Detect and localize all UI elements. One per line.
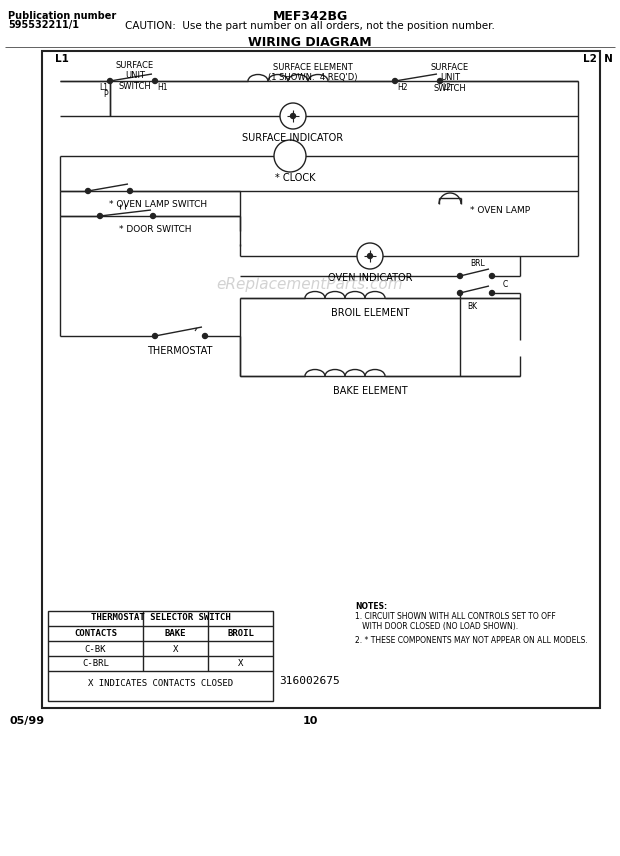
Circle shape <box>107 79 112 84</box>
Circle shape <box>203 334 208 338</box>
Text: BAKE: BAKE <box>165 628 186 638</box>
Text: BAKE ELEMENT: BAKE ELEMENT <box>333 386 407 396</box>
Text: L1: L1 <box>55 54 69 64</box>
Circle shape <box>490 290 495 295</box>
Circle shape <box>128 188 133 193</box>
Circle shape <box>97 213 102 218</box>
Text: BK: BK <box>467 301 477 311</box>
Text: 05/99: 05/99 <box>10 716 45 726</box>
Text: * CLOCK: * CLOCK <box>275 173 315 183</box>
Text: X INDICATES CONTACTS CLOSED: X INDICATES CONTACTS CLOSED <box>88 680 233 688</box>
Text: C-BRL: C-BRL <box>82 659 109 669</box>
Text: MEF342BG: MEF342BG <box>272 10 348 23</box>
Text: C-BK: C-BK <box>85 645 106 653</box>
Text: BRL: BRL <box>471 259 485 268</box>
Text: CAUTION:  Use the part number on all orders, not the position number.: CAUTION: Use the part number on all orde… <box>125 21 495 31</box>
Text: C: C <box>502 280 508 288</box>
Circle shape <box>368 253 373 259</box>
Text: 1. CIRCUIT SHOWN WITH ALL CONTROLS SET TO OFF: 1. CIRCUIT SHOWN WITH ALL CONTROLS SET T… <box>355 612 556 621</box>
Bar <box>42 51 600 708</box>
Text: 595532211/1: 595532211/1 <box>8 20 79 30</box>
Bar <box>48 611 273 701</box>
Circle shape <box>280 103 306 129</box>
Text: SURFACE
UNIT
SWITCH: SURFACE UNIT SWITCH <box>431 63 469 92</box>
Text: SURFACE
UNIT
SWITCH: SURFACE UNIT SWITCH <box>116 61 154 91</box>
Circle shape <box>151 213 156 218</box>
Text: Publication number: Publication number <box>8 11 117 21</box>
Text: X: X <box>173 645 178 653</box>
Text: NOTES:: NOTES: <box>355 602 387 611</box>
Text: BROIL ELEMENT: BROIL ELEMENT <box>331 308 409 318</box>
Text: * OVEN LAMP SWITCH: * OVEN LAMP SWITCH <box>109 199 207 209</box>
Circle shape <box>291 114 296 118</box>
Text: 10: 10 <box>303 716 317 726</box>
Text: SURFACE ELEMENT
(1 SHOWN.  4 REQ'D): SURFACE ELEMENT (1 SHOWN. 4 REQ'D) <box>268 63 358 82</box>
Text: * DOOR SWITCH: * DOOR SWITCH <box>119 224 191 234</box>
Text: BROIL: BROIL <box>227 628 254 638</box>
Circle shape <box>392 79 397 84</box>
Text: X: X <box>238 659 243 669</box>
Text: THERMOSTAT SELECTOR SWITCH: THERMOSTAT SELECTOR SWITCH <box>91 614 231 622</box>
Text: H2: H2 <box>397 82 407 92</box>
Text: eReplacementParts.com: eReplacementParts.com <box>216 276 404 292</box>
Text: L2: L2 <box>442 82 451 92</box>
Circle shape <box>153 334 157 338</box>
Circle shape <box>458 274 463 278</box>
Circle shape <box>458 290 463 295</box>
Text: THERMOSTAT: THERMOSTAT <box>148 346 213 356</box>
Text: CONTACTS: CONTACTS <box>74 628 117 638</box>
Text: SURFACE INDICATOR: SURFACE INDICATOR <box>242 133 343 143</box>
Circle shape <box>490 274 495 278</box>
Text: 2. * THESE COMPONENTS MAY NOT APPEAR ON ALL MODELS.: 2. * THESE COMPONENTS MAY NOT APPEAR ON … <box>355 636 588 645</box>
Text: * OVEN LAMP: * OVEN LAMP <box>470 205 530 215</box>
Circle shape <box>438 79 443 84</box>
Circle shape <box>357 243 383 269</box>
Text: WIRING DIAGRAM: WIRING DIAGRAM <box>248 36 372 49</box>
Text: L1: L1 <box>99 82 108 92</box>
Text: OVEN INDICATOR: OVEN INDICATOR <box>328 273 412 283</box>
Text: H1: H1 <box>157 82 167 92</box>
Circle shape <box>274 140 306 172</box>
Circle shape <box>86 188 91 193</box>
Text: L2  N: L2 N <box>583 54 613 64</box>
Text: 316002675: 316002675 <box>280 676 340 686</box>
Text: WITH DOOR CLOSED (NO LOAD SHOWN).: WITH DOOR CLOSED (NO LOAD SHOWN). <box>355 622 518 631</box>
Circle shape <box>153 79 157 84</box>
Text: P: P <box>104 90 108 98</box>
